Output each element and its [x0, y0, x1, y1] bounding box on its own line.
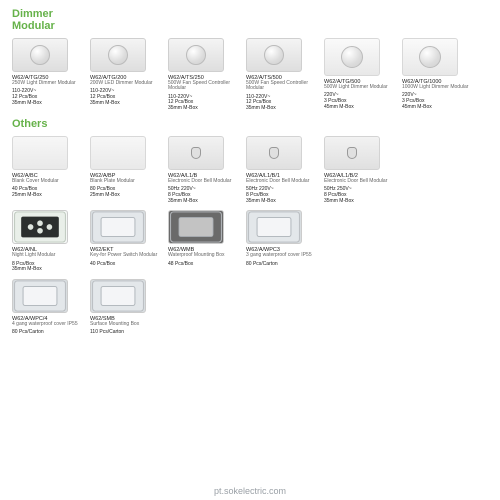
product-spec: 220V~ 3 Pcs/Box 45mm M-Box [402, 93, 432, 110]
footer-url: pt.sokelectric.com [0, 486, 500, 496]
product-cell: W62/A/BPBlank Plate Modular80 Pcs/Box 25… [90, 136, 162, 205]
product-spec: 80 Pcs/Box 25mm M-Box [90, 187, 120, 199]
product-desc: 200W LED Dimmer Modular [90, 81, 153, 86]
product-thumb [12, 136, 68, 170]
product-thumb [246, 136, 302, 170]
product-desc: 500W Fan Speed Controller Modular [246, 81, 318, 92]
product-cell: W62/A/TG/500500W Light Dimmer Modular220… [324, 38, 396, 112]
product-desc: Electronic Door Bell Modular [246, 179, 309, 184]
product-desc: 3 gang waterproof cover IP55 [246, 253, 312, 258]
product-cell: W62/A/TG/200200W LED Dimmer Modular110-2… [90, 38, 162, 112]
product-spec: 110-220V~ 12 Pcs/Box 35mm M-Box [90, 89, 120, 106]
product-cell: W62/A/NLNight Light Modular8 Pcs/Box 35m… [12, 210, 84, 273]
product-desc: Night Light Modular [12, 253, 55, 258]
product-thumb [402, 38, 458, 76]
product-desc: 500W Fan Speed Controller Modular [168, 81, 240, 92]
product-row: W62/A/TG/250250W Light Dimmer Modular110… [12, 38, 488, 112]
product-cell: W62/A/TG/250250W Light Dimmer Modular110… [12, 38, 84, 112]
product-cell: W62/A/BCBlank Cover Modular40 Pcs/Box 25… [12, 136, 84, 205]
product-spec: 8 Pcs/Box 35mm M-Box [12, 262, 42, 274]
product-cell: W62/A/L1/BElectronic Door Bell Modular50… [168, 136, 240, 205]
product-thumb [324, 136, 380, 170]
product-spec: 40 Pcs/Box [90, 262, 115, 268]
product-spec: 110-220V~ 12 Pcs/Box 35mm M-Box [168, 95, 198, 112]
product-spec: 48 Pcs/Box [168, 262, 193, 268]
product-spec: 110 Pcs/Carton [90, 330, 124, 336]
product-spec: 110-220V~ 12 Pcs/Box 35mm M-Box [12, 89, 42, 106]
product-spec: 40 Pcs/Box 25mm M-Box [12, 187, 42, 199]
product-cell: W62/A/TS/500500W Fan Speed Controller Mo… [246, 38, 318, 112]
product-spec: 110-220V~ 12 Pcs/Box 35mm M-Box [246, 95, 276, 112]
product-cell: W62/SMBSurface Mounting Box110 Pcs/Carto… [90, 279, 162, 336]
product-desc: Surface Mounting Box [90, 322, 139, 327]
product-cell: W62/A/TS/250500W Fan Speed Controller Mo… [168, 38, 240, 112]
section-title: Dimmer Modular [12, 8, 488, 32]
product-spec: 80 Pcs/Carton [12, 330, 44, 336]
product-desc: Electronic Door Bell Modular [324, 179, 387, 184]
product-desc: 1000W Light Dimmer Modular [402, 85, 468, 90]
product-thumb [90, 279, 146, 313]
product-spec: 50Hz 220V~ 8 Pcs/Box 35mm M-Box [246, 187, 276, 204]
product-row: W62/A/NLNight Light Modular8 Pcs/Box 35m… [12, 210, 488, 273]
product-thumb [168, 38, 224, 72]
product-desc: 4 gang waterproof cover IP55 [12, 322, 78, 327]
product-row: W62/A/BCBlank Cover Modular40 Pcs/Box 25… [12, 136, 488, 205]
product-cell: W62/A/WPC33 gang waterproof cover IP5580… [246, 210, 318, 273]
product-cell: W62/WMBWaterproof Mounting Box48 Pcs/Box [168, 210, 240, 273]
product-thumb [246, 210, 302, 244]
product-thumb [168, 210, 224, 244]
product-thumb [12, 210, 68, 244]
product-desc: 500W Light Dimmer Modular [324, 85, 388, 90]
product-cell: W62/A/L1/B/1Electronic Door Bell Modular… [246, 136, 318, 205]
product-row: W62/A/WPC/44 gang waterproof cover IP558… [12, 279, 488, 336]
product-thumb [12, 279, 68, 313]
product-thumb [90, 136, 146, 170]
product-desc: Key-for Power Switch Modular [90, 253, 157, 258]
product-spec: 50Hz 220V~ 8 Pcs/Box 35mm M-Box [168, 187, 198, 204]
product-thumb [324, 38, 380, 76]
product-cell: W62/A/WPC/44 gang waterproof cover IP558… [12, 279, 84, 336]
product-desc: Blank Cover Modular [12, 179, 59, 184]
product-thumb [90, 38, 146, 72]
product-desc: Blank Plate Modular [90, 179, 135, 184]
product-thumb [90, 210, 146, 244]
product-thumb [246, 38, 302, 72]
product-cell: W62/A/L1/B/2Electronic Door Bell Modular… [324, 136, 396, 205]
product-desc: Electronic Door Bell Modular [168, 179, 231, 184]
product-spec: 50Hz 250V~ 8 Pcs/Box 35mm M-Box [324, 187, 354, 204]
product-spec: 220V~ 3 Pcs/Box 45mm M-Box [324, 93, 354, 110]
product-cell: W62/EKTKey-for Power Switch Modular40 Pc… [90, 210, 162, 273]
product-thumb [168, 136, 224, 170]
product-cell: W62/A/TG/10001000W Light Dimmer Modular2… [402, 38, 474, 112]
product-spec: 80 Pcs/Carton [246, 262, 278, 268]
product-desc: 250W Light Dimmer Modular [12, 81, 76, 86]
product-desc: Waterproof Mounting Box [168, 253, 225, 258]
section-title: Others [12, 118, 488, 130]
product-thumb [12, 38, 68, 72]
